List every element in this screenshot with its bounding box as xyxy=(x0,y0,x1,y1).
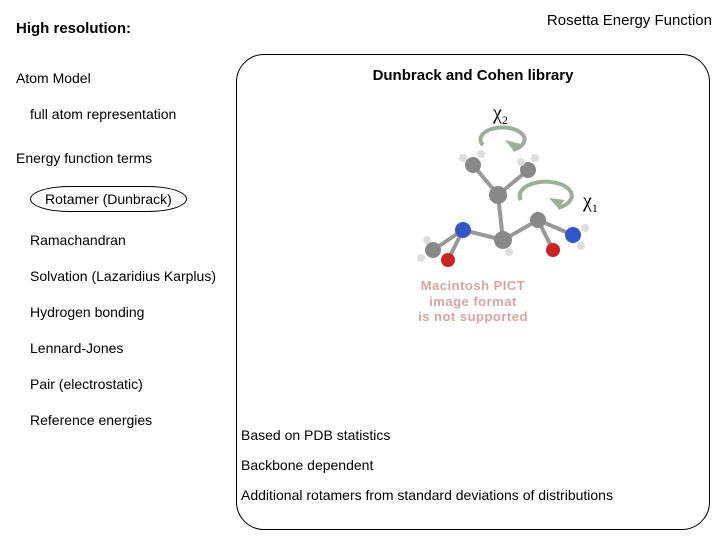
atom-model-label: Atom Model xyxy=(16,70,236,86)
energy-terms-label: Energy function terms xyxy=(16,150,236,166)
ref-label: Reference energies xyxy=(30,412,236,428)
right-panel: Dunbrack and Cohen library xyxy=(236,54,710,530)
left-column: Atom Model full atom representation Ener… xyxy=(16,70,236,448)
chi2-label: χ2 xyxy=(493,102,508,128)
chi1-label: χ1 xyxy=(583,190,598,216)
note-backbone: Backbone dependent xyxy=(241,457,613,473)
solvation-label: Solvation (Lazaridius Karplus) xyxy=(30,268,236,284)
rotamer-label: Rotamer (Dunbrack) xyxy=(30,186,187,212)
header-right: Rosetta Energy Function xyxy=(547,12,712,29)
header-left: High resolution: xyxy=(16,20,131,37)
pict-error-message: Macintosh PICT image format is not suppo… xyxy=(418,278,528,325)
full-atom-label: full atom representation xyxy=(30,106,236,122)
molecule-area: χ2 χ1 Macintosh PICT image format is not… xyxy=(253,92,693,322)
pair-label: Pair (electrostatic) xyxy=(30,376,236,392)
panel-notes: Based on PDB statistics Backbone depende… xyxy=(241,427,613,517)
rotamer-oval: Rotamer (Dunbrack) xyxy=(30,186,236,212)
hbond-label: Hydrogen bonding xyxy=(30,304,236,320)
ramachandran-label: Ramachandran xyxy=(30,232,236,248)
lj-label: Lennard-Jones xyxy=(30,340,236,356)
note-additional: Additional rotamers from standard deviat… xyxy=(241,487,613,503)
panel-title: Dunbrack and Cohen library xyxy=(253,67,693,84)
note-pdb: Based on PDB statistics xyxy=(241,427,613,443)
